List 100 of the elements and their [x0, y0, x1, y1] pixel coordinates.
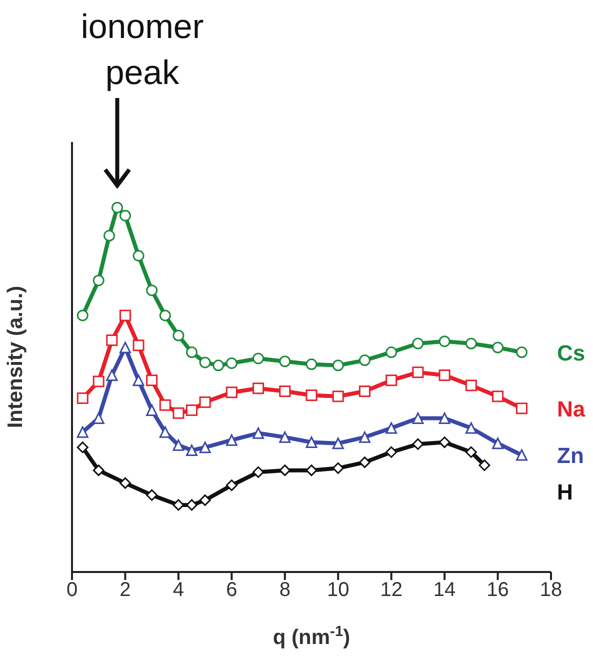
point — [358, 456, 370, 468]
point — [358, 386, 370, 398]
point — [306, 358, 318, 370]
point — [306, 436, 318, 448]
point — [76, 426, 88, 438]
point — [119, 310, 131, 322]
point — [279, 464, 291, 476]
point — [92, 274, 104, 286]
point — [252, 382, 264, 394]
point — [132, 340, 144, 352]
x-axis-title: q (nm$^{-1}$) — [272, 624, 350, 649]
point — [516, 402, 528, 414]
point — [172, 330, 184, 342]
point — [386, 374, 398, 386]
x-tick-label: 16 — [486, 579, 509, 602]
point — [492, 342, 504, 354]
point — [465, 422, 477, 434]
x-tick-label: 14 — [433, 579, 456, 602]
point — [119, 477, 131, 489]
point — [132, 374, 144, 386]
text: ionomer peak — [80, 8, 204, 92]
point — [252, 427, 264, 439]
point — [106, 334, 118, 346]
point — [76, 442, 88, 454]
point — [92, 464, 104, 476]
point — [212, 360, 224, 372]
point — [358, 354, 370, 366]
point — [306, 464, 318, 476]
x-tick-label: 6 — [226, 579, 238, 602]
point — [465, 380, 477, 392]
x-tick-label: 18 — [540, 579, 562, 602]
point — [226, 434, 238, 446]
point — [132, 250, 144, 262]
point — [119, 342, 131, 354]
point — [412, 412, 424, 424]
point — [186, 444, 198, 456]
point — [332, 462, 344, 474]
x-tick-label: 10 — [326, 579, 350, 602]
point — [146, 489, 158, 501]
series-label: Zn — [557, 443, 584, 468]
x-tick-label: 4 — [172, 579, 184, 602]
point — [279, 431, 291, 443]
point — [252, 352, 264, 364]
point — [492, 438, 504, 450]
text: H — [557, 480, 573, 505]
point — [159, 399, 171, 411]
point — [172, 439, 184, 451]
x-tick-label: 8 — [279, 579, 290, 602]
point — [226, 386, 238, 398]
point — [465, 338, 477, 350]
point — [76, 392, 88, 404]
point — [159, 426, 171, 438]
point — [332, 438, 344, 450]
point — [226, 480, 238, 492]
point — [438, 369, 450, 381]
point — [279, 356, 291, 368]
point — [386, 446, 398, 458]
point — [172, 407, 184, 419]
x-tick-label: 2 — [120, 579, 131, 602]
point — [386, 422, 398, 434]
point — [412, 366, 424, 378]
point — [119, 210, 131, 222]
series-label: Na — [557, 396, 586, 422]
point — [386, 346, 398, 358]
point — [186, 346, 198, 358]
point — [492, 390, 504, 402]
point — [478, 459, 490, 471]
point — [199, 356, 211, 368]
point — [516, 346, 528, 358]
point — [252, 466, 264, 478]
point — [104, 230, 116, 242]
point — [199, 442, 211, 454]
point — [412, 338, 424, 350]
point — [146, 374, 158, 386]
point — [159, 310, 171, 322]
point — [111, 202, 123, 214]
x-tick-label: 0 — [66, 579, 78, 602]
point — [186, 404, 198, 416]
series-label: Cs — [557, 340, 586, 366]
x-tick-label: 12 — [380, 579, 402, 602]
point — [438, 412, 450, 424]
point — [279, 386, 291, 398]
point — [358, 431, 370, 443]
point — [465, 446, 477, 458]
point — [332, 390, 344, 402]
point — [146, 284, 158, 296]
point — [106, 369, 118, 381]
point — [199, 494, 211, 506]
point — [306, 390, 318, 402]
point — [412, 438, 424, 450]
point — [76, 310, 88, 322]
point — [199, 396, 211, 408]
point — [332, 360, 344, 372]
point — [146, 404, 158, 416]
y-axis-title: Intensity (a.u.) — [4, 286, 27, 428]
point — [438, 436, 450, 448]
point — [438, 336, 450, 348]
point — [186, 499, 198, 511]
point — [516, 449, 528, 461]
point — [92, 376, 104, 388]
